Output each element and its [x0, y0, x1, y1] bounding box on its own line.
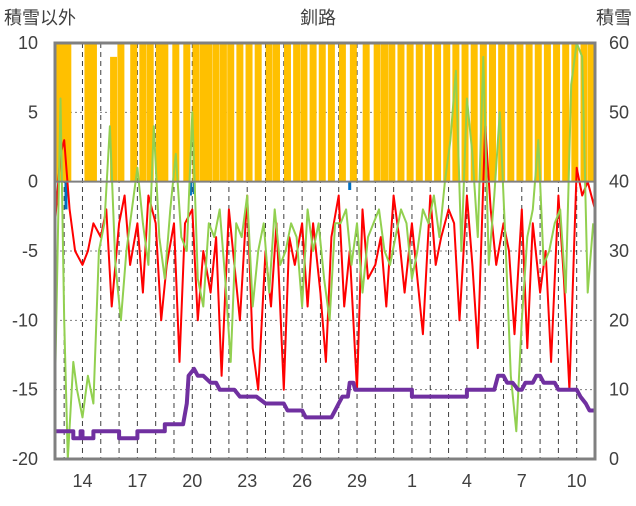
sunshine-bar	[309, 43, 317, 182]
right-tick-label: 60	[609, 33, 629, 53]
sunshine-bar	[84, 43, 92, 182]
sunshine-bar	[272, 43, 280, 182]
sunshine-bar	[434, 43, 442, 182]
sunshine-bar	[183, 43, 191, 182]
sunshine-bar	[470, 43, 478, 182]
sunshine-bar	[452, 43, 460, 182]
sunshine-bar	[172, 43, 180, 182]
left-tick-label: -5	[22, 241, 38, 261]
sunshine-bar	[380, 43, 388, 182]
x-tick-label: 23	[237, 471, 257, 491]
sunshine-bar	[227, 43, 235, 182]
sunshine-bar	[587, 43, 595, 182]
x-tick-label: 17	[127, 471, 147, 491]
sunshine-bar	[283, 43, 291, 182]
sunshine-bar	[161, 43, 169, 182]
left-tick-label: 10	[18, 33, 38, 53]
sunshine-bar	[130, 43, 138, 182]
sunshine-bar	[415, 43, 423, 182]
sunshine-bar	[543, 43, 551, 182]
sunshine-bar	[139, 43, 147, 182]
right-tick-label: 30	[609, 241, 629, 261]
sunshine-bar	[397, 43, 405, 182]
sunshine-bar	[265, 43, 273, 182]
sunshine-bar	[155, 43, 163, 182]
sunshine-bar	[236, 43, 244, 182]
right-axis-header: 積雪	[596, 8, 632, 28]
x-tick-label: 7	[517, 471, 527, 491]
sunshine-bar	[254, 43, 262, 182]
x-tick-label: 20	[182, 471, 202, 491]
left-tick-label: 0	[28, 172, 38, 192]
sunshine-bar	[212, 43, 220, 182]
sunshine-bar	[424, 43, 432, 182]
sunshine-bar	[327, 43, 335, 182]
sunshine-bar	[498, 43, 506, 182]
sunshine-bar	[110, 56, 118, 182]
humidity-line	[54, 42, 595, 460]
sunshine-bar	[516, 43, 524, 182]
sunshine-bar	[534, 43, 542, 182]
sunshine-bar	[461, 43, 469, 182]
sunshine-bar	[488, 43, 496, 182]
sunshine-bar	[293, 43, 301, 182]
sunshine-bar	[388, 43, 396, 182]
sunshine-bar	[55, 43, 63, 182]
sunshine-bar	[562, 43, 570, 182]
sunshine-bar	[525, 43, 533, 182]
sunshine-bar	[443, 43, 451, 182]
sunshine-bar	[199, 43, 207, 182]
x-tick-label: 1	[407, 471, 417, 491]
x-tick-label: 26	[292, 471, 312, 491]
sunshine-bar	[338, 43, 346, 182]
left-tick-label: -10	[12, 310, 38, 330]
x-tick-label: 10	[567, 471, 587, 491]
sunshine-bar	[349, 43, 357, 182]
sunshine-bar	[507, 43, 515, 182]
sunshine-bar	[89, 43, 97, 182]
sunshine-bar	[146, 43, 154, 182]
sunshine-bar	[553, 43, 561, 182]
right-tick-label: 40	[609, 172, 629, 192]
chart-title: 釧路	[300, 8, 336, 28]
precipitation-bar	[348, 181, 352, 190]
right-tick-label: 20	[609, 310, 629, 330]
sunshine-bar	[192, 43, 200, 182]
left-tick-label: -20	[12, 449, 38, 469]
right-tick-label: 50	[609, 102, 629, 122]
plot-frame	[53, 41, 597, 461]
sunshine-bar	[205, 43, 213, 182]
right-tick-label: 0	[609, 449, 619, 469]
sunshine-bar	[373, 43, 381, 182]
sunshine-bar	[318, 43, 326, 182]
snow-depth-line	[55, 366, 595, 441]
left-tick-label: 5	[28, 102, 38, 122]
sunshine-bar	[245, 43, 253, 182]
precipitation-bar	[188, 181, 192, 196]
sunshine-bar	[479, 43, 487, 182]
sunshine-bar	[117, 43, 125, 182]
right-tick-label: 10	[609, 380, 629, 400]
x-tick-label: 4	[462, 471, 472, 491]
sunshine-bar	[300, 43, 308, 182]
sunshine-bar	[362, 43, 370, 182]
sunshine-bar	[571, 43, 579, 182]
precipitation-bar	[64, 181, 68, 210]
x-tick-label: 29	[347, 471, 367, 491]
left-tick-label: -15	[12, 380, 38, 400]
sunshine-bar	[219, 43, 227, 182]
sunshine-bar	[58, 43, 66, 182]
x-tick-label: 14	[72, 471, 92, 491]
sunshine-bar	[64, 43, 72, 182]
sunshine-bar	[406, 43, 414, 182]
left-axis-header: 積雪以外	[4, 8, 76, 28]
bars-layer	[55, 43, 595, 210]
lines-layer	[54, 42, 596, 460]
